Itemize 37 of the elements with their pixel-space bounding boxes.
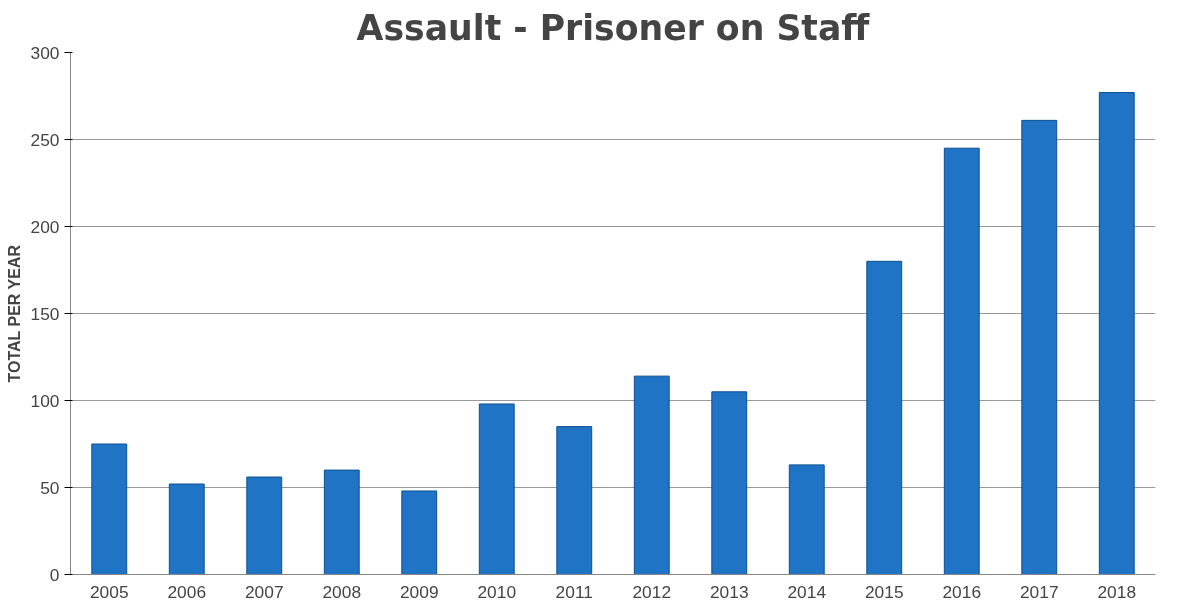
bar xyxy=(788,464,825,575)
y-tick-label: 150 xyxy=(30,303,60,324)
x-tick-label: 2015 xyxy=(864,581,904,602)
x-tick-label: 2017 xyxy=(1019,581,1059,602)
y-tick-label: 100 xyxy=(30,390,60,411)
x-tick-label: 2013 xyxy=(709,581,749,602)
bar xyxy=(633,375,670,575)
x-tick-label: 2010 xyxy=(477,581,517,602)
bar xyxy=(323,469,360,575)
x-tick-label: 2007 xyxy=(244,581,284,602)
bar xyxy=(478,403,515,575)
x-tick-label: 2014 xyxy=(787,581,827,602)
x-tick-label: 2016 xyxy=(942,581,982,602)
bar xyxy=(246,476,283,575)
y-tick-label: 300 xyxy=(30,42,60,63)
bar xyxy=(168,483,205,575)
y-tick-label: 250 xyxy=(30,129,60,150)
y-axis-title: TOTAL PER YEAR xyxy=(5,244,23,383)
x-tick-label: 2011 xyxy=(555,581,593,602)
bar xyxy=(711,391,748,575)
y-tick-label: 0 xyxy=(49,564,60,585)
x-tick-label: 2006 xyxy=(167,581,207,602)
x-tick-label: 2018 xyxy=(1097,581,1137,602)
x-tick-label: 2009 xyxy=(399,581,439,602)
x-tick-label: 2005 xyxy=(89,581,129,602)
chart-title: Assault - Prisoner on Staff xyxy=(356,7,871,48)
bar xyxy=(943,147,980,575)
bar xyxy=(401,490,438,575)
bar xyxy=(91,443,128,575)
x-tick-label: 2008 xyxy=(322,581,362,602)
bar xyxy=(1098,92,1135,575)
y-tick-label: 200 xyxy=(30,216,60,237)
bar xyxy=(1021,119,1058,575)
bar xyxy=(556,426,593,575)
bar xyxy=(866,260,903,575)
x-tick-label: 2012 xyxy=(632,581,672,602)
y-tick-label: 50 xyxy=(40,477,60,498)
